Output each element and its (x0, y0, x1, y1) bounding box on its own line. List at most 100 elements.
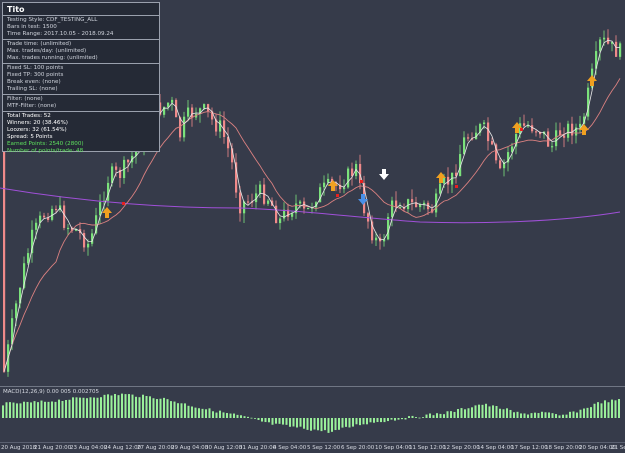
bull-candle (299, 199, 302, 209)
time-axis-label: 21 Aug 20:00 (34, 445, 72, 451)
time-axis-label: 17 Sep 12:00 (511, 445, 548, 451)
bull-candle (67, 223, 70, 236)
bull-candle (511, 142, 514, 160)
backtest-info-panel: Tito Testing Style: CDF_TESTING_ALL Bars … (2, 2, 160, 154)
panel-line: Time Range: 2017.10.05 - 2018.09.24 (7, 31, 114, 37)
bull-candle (463, 131, 466, 155)
bear-candle (339, 175, 342, 193)
macd-label: MACD(12,26,9) 0.00 005 0.002705 (3, 389, 100, 395)
panel-line: Bars in test: 1500 (7, 24, 57, 30)
bull-candle (295, 194, 298, 219)
bear-candle (351, 162, 354, 186)
panel-line: Break even: (none) (7, 79, 61, 85)
bear-candle (615, 35, 618, 57)
price-chart[interactable] (0, 0, 625, 386)
result-line: Loozers: 32 (61.54%) (7, 127, 67, 133)
divider (3, 94, 159, 95)
bear-candle (83, 229, 86, 252)
bull-candle (347, 166, 350, 189)
close-marker-icon (360, 180, 363, 183)
bear-candle (211, 107, 214, 125)
bull-candle (87, 239, 90, 256)
bear-candle (359, 154, 362, 190)
time-axis-label: 21 Sep (611, 445, 625, 451)
bear-candle (115, 162, 118, 177)
bear-candle (55, 205, 58, 214)
time-axis-label: 14 Sep 04:00 (477, 445, 514, 451)
bull-candle (567, 120, 570, 142)
result-line: Spread: 5 Points (7, 134, 53, 140)
bull-candle (375, 232, 378, 246)
result-line: Total Trades: 52 (7, 113, 51, 119)
bear-candle (487, 117, 490, 151)
time-axis-label: 24 Aug 12:00 (104, 445, 142, 451)
bull-candle (195, 107, 198, 121)
bear-candle (119, 167, 122, 188)
time-axis-label: 18 Sep 20:00 (545, 445, 582, 451)
bull-candle (99, 194, 102, 224)
pane-separator[interactable] (0, 386, 625, 387)
macd-bars (2, 393, 620, 433)
panel-title: Tito (7, 5, 25, 14)
panel-line: Trailing SL: (none) (7, 86, 58, 92)
bear-candle (215, 114, 218, 136)
bear-candle (607, 29, 610, 45)
bull-candle (167, 102, 170, 111)
bear-candle (127, 158, 130, 173)
panel-line: Max. trades/day: (unlimited) (7, 48, 87, 54)
bear-candle (235, 153, 238, 198)
macd-histogram[interactable] (0, 388, 625, 441)
bear-candle (179, 116, 182, 142)
bull-candle (315, 201, 318, 212)
result-line: Earned Points: 2540 (2800) (7, 141, 84, 147)
bear-candle (191, 104, 194, 127)
buy-arrow-icon (512, 122, 522, 133)
buy-arrow-icon (436, 172, 446, 183)
bear-candle (287, 203, 290, 221)
bull-candle (479, 122, 482, 136)
bear-candle (303, 197, 306, 214)
filter-settings-section: Filter: (none) MTF-Filter: (none) (3, 95, 159, 111)
bull-candle (383, 234, 386, 247)
bull-candle (183, 111, 186, 142)
results-section: Total Trades: 52 Winners: 20 (38.46%) Looz… (3, 112, 159, 156)
bear-candle (455, 164, 458, 184)
bear-candle (495, 142, 498, 164)
bear-candle (43, 212, 46, 220)
time-axis-label: 20 Sep 04:00 (579, 445, 616, 451)
exit-settings-section: Fixed SL: 100 points Fixed TP: 300 points… (3, 64, 159, 94)
bear-candle (427, 200, 430, 216)
panel-line: Fixed SL: 100 points (7, 65, 64, 71)
bull-candle (579, 115, 582, 134)
bear-candle (239, 186, 242, 222)
bear-candle (447, 167, 450, 194)
bear-candle (531, 118, 534, 134)
bull-candle (279, 216, 282, 230)
result-line: Number of points/trade: 48 (7, 148, 84, 154)
panel-line: Fixed TP: 300 points (7, 72, 64, 78)
divider (3, 39, 159, 40)
time-axis-label: 12 Sep 20:00 (443, 445, 480, 451)
bear-candle (263, 177, 266, 206)
bull-candle (283, 202, 286, 222)
result-line: Winners: 20 (38.46%) (7, 120, 68, 126)
time-axis-label: 30 Aug 12:00 (205, 445, 243, 451)
candles (3, 29, 622, 377)
bull-candle (323, 175, 326, 196)
trade-settings-section: Trade time: (unlimited) Max. trades/day: … (3, 40, 159, 63)
bull-candle (243, 200, 246, 224)
bear-candle (499, 157, 502, 170)
time-axis-label: 4 Sep 04:00 (273, 445, 307, 451)
time-axis-label: 27 Aug 20:00 (137, 445, 175, 451)
time-axis-label: 29 Aug 04:00 (171, 445, 209, 451)
bear-candle (367, 211, 370, 229)
bull-candle (435, 188, 438, 218)
bear-candle (247, 194, 250, 206)
time-axis-label: 6 Sep 20:00 (341, 445, 375, 451)
sell-arrow-icon (358, 194, 368, 205)
bull-candle (39, 211, 42, 229)
close-marker-icon (455, 185, 458, 188)
bull-candle (483, 119, 486, 129)
bull-candle (219, 111, 222, 139)
